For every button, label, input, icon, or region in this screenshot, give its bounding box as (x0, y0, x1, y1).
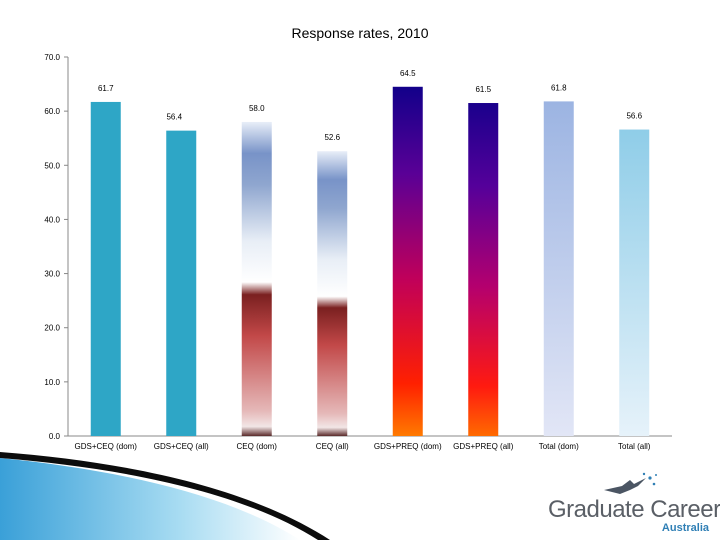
y-tick-label: 50.0 (44, 161, 60, 170)
y-tick-label: 40.0 (44, 215, 60, 224)
bar-value-label: 52.6 (324, 133, 340, 142)
value-labels-group: 61.7 56.4 58.0 52.6 64.5 61.5 61.8 56.6 (98, 69, 643, 142)
x-category-label: Total (all) (618, 442, 651, 451)
y-tick-label: 60.0 (44, 107, 60, 116)
y-tick-label: 70.0 (44, 53, 60, 62)
bar-value-label: 56.4 (166, 113, 182, 122)
x-category-label: GDS+CEQ (all) (154, 442, 209, 451)
x-category-label: GDS+PREQ (all) (453, 442, 514, 451)
decorative-swoosh (0, 452, 330, 540)
logo-bird-icon (604, 472, 657, 494)
y-axis-ticks: 0.0 10.0 20.0 30.0 40.0 50.0 60.0 70.0 (44, 53, 68, 441)
y-tick-label: 0.0 (49, 432, 61, 441)
bar-5 (392, 86, 423, 437)
bar-value-label: 58.0 (249, 104, 265, 113)
bar-7 (543, 101, 574, 436)
bar-value-label: 64.5 (400, 69, 416, 78)
bar-4 (317, 151, 348, 437)
logo: Graduate Careers Australia (540, 470, 720, 536)
x-category-label: GDS+CEQ (dom) (75, 442, 138, 451)
chart-title: Response rates, 2010 (292, 25, 429, 41)
bars-group (90, 86, 650, 437)
y-tick-label: 10.0 (44, 378, 60, 387)
bar-2 (166, 130, 197, 437)
y-tick-label: 20.0 (44, 324, 60, 333)
bar-1 (90, 101, 121, 436)
x-category-label: GDS+PREQ (dom) (374, 442, 442, 451)
bar-value-label: 56.6 (626, 112, 642, 121)
bar-value-label: 61.7 (98, 84, 114, 93)
y-tick-label: 30.0 (44, 270, 60, 279)
bar-6 (468, 103, 499, 437)
bar-value-label: 61.8 (551, 83, 567, 92)
bar-value-label: 61.5 (475, 85, 491, 94)
x-category-label: CEQ (dom) (237, 442, 278, 451)
logo-text-australia: Australia (661, 522, 709, 534)
bar-3 (241, 121, 272, 436)
category-labels-group: GDS+CEQ (dom) GDS+CEQ (all) CEQ (dom) CEQ (… (75, 442, 651, 451)
x-category-label: Total (dom) (539, 442, 579, 451)
x-category-label: CEQ (all) (316, 442, 349, 451)
logo-text-graduate-careers: Graduate Careers (548, 496, 720, 523)
bar-8 (619, 129, 650, 436)
